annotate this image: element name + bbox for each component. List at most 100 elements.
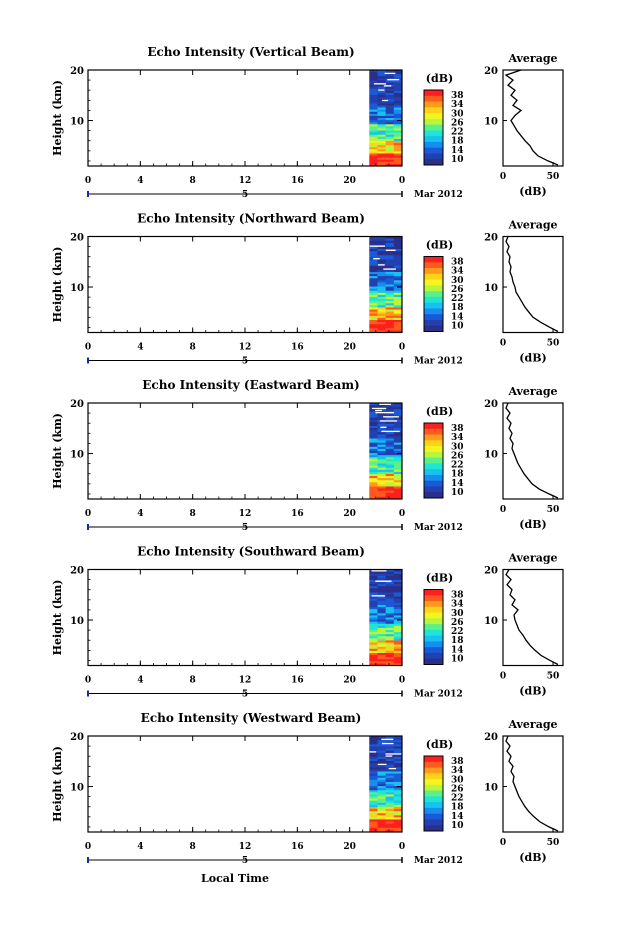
heatmap-cell xyxy=(393,459,403,462)
heatmap-cell xyxy=(385,284,395,288)
heatmap-cell xyxy=(369,459,378,462)
heatmap-cell xyxy=(393,322,403,325)
heatmap-cell xyxy=(385,82,395,86)
colorbar-tick-label: 26 xyxy=(451,618,464,628)
heatmap-cell xyxy=(377,134,387,138)
heatmap-cell xyxy=(377,617,387,621)
heatmap-gap xyxy=(378,264,385,266)
heatmap-cell xyxy=(377,442,387,446)
heatmap-frame xyxy=(87,235,403,334)
heatmap-cell xyxy=(369,280,378,283)
heatmap-gap xyxy=(375,411,395,414)
heatmap-gap xyxy=(378,89,385,91)
heatmap-cell xyxy=(385,286,395,290)
heatmap-cell xyxy=(385,140,395,144)
heatmap-cell xyxy=(393,590,403,593)
heatmap-cell xyxy=(385,819,395,823)
colorbar-tick-label: 38 xyxy=(451,424,464,434)
heatmap-cell xyxy=(369,103,378,106)
heatmap-cell xyxy=(369,796,378,800)
heatmap-cell xyxy=(385,792,395,795)
colorbar-tick-label: 18 xyxy=(451,636,464,646)
heatmap-cell xyxy=(369,592,378,596)
heatmap-cell xyxy=(393,663,403,666)
heatmap-cell xyxy=(369,821,378,825)
average-x-label: (dB) xyxy=(519,685,546,698)
heatmap-cell xyxy=(393,809,403,812)
heatmap-cell xyxy=(369,815,378,818)
heatmap-cell xyxy=(377,307,387,311)
heatmap-cell xyxy=(377,758,387,762)
heatmap-cell xyxy=(377,105,387,109)
heatmap-cell xyxy=(377,238,387,242)
heatmap-cell xyxy=(385,777,395,781)
heatmap-cell xyxy=(369,236,378,240)
heatmap-cell xyxy=(393,301,403,304)
heatmap-cell xyxy=(393,804,403,808)
heatmap-cell xyxy=(385,809,395,812)
heatmap-cell xyxy=(393,627,403,631)
heatmap-cell xyxy=(385,640,395,644)
heatmap-cell xyxy=(377,809,387,812)
heatmap-cell xyxy=(393,571,403,575)
heatmap-cell xyxy=(369,453,378,456)
heatmap-cell xyxy=(385,813,395,816)
heatmap-cell xyxy=(385,588,395,591)
heatmap-cell xyxy=(393,744,403,747)
heatmap-cell xyxy=(377,736,387,739)
colorbar-swatch xyxy=(424,136,443,143)
heatmap-cell xyxy=(393,634,403,637)
heatmap-cell xyxy=(393,607,403,610)
heatmap-cell xyxy=(385,130,395,134)
heatmap-cell xyxy=(393,286,403,290)
heatmap-cell xyxy=(385,784,395,787)
heatmap-cell xyxy=(385,461,395,465)
heatmap-cell xyxy=(385,573,395,577)
heatmap-cell xyxy=(393,486,403,490)
colorbar-tick-label: 30 xyxy=(451,609,464,619)
heatmap-cell xyxy=(369,149,378,152)
average-y-tick-label: 20 xyxy=(484,399,498,410)
heatmap-cell xyxy=(369,109,378,113)
heatmap-cell xyxy=(369,261,378,265)
heatmap-cell xyxy=(393,115,403,119)
heatmap-cell xyxy=(393,103,403,106)
heatmap-cell xyxy=(369,288,378,292)
heatmap-gap xyxy=(387,78,400,81)
heatmap-cell xyxy=(385,638,395,641)
heatmap-cell xyxy=(393,240,403,244)
heatmap-cell xyxy=(385,494,395,498)
average-x-tick-label: 0 xyxy=(500,505,506,515)
heatmap-cell xyxy=(393,276,403,279)
heatmap-cell xyxy=(369,827,378,831)
heatmap-gap xyxy=(381,738,394,741)
heatmap-cell xyxy=(393,143,403,146)
heatmap-cell xyxy=(369,798,378,802)
colorbar-swatch xyxy=(424,618,443,625)
heatmap-cell xyxy=(385,634,395,637)
heatmap-cell xyxy=(369,617,378,621)
heatmap-gap xyxy=(379,403,391,406)
heatmap-cell xyxy=(393,92,403,96)
heatmap-cell xyxy=(369,604,378,608)
heatmap-cell xyxy=(369,455,378,458)
heatmap-cell xyxy=(393,482,403,485)
heatmap-cell xyxy=(385,451,395,454)
heatmap-cell xyxy=(393,161,403,165)
heatmap-cell xyxy=(393,271,403,275)
heatmap-cell xyxy=(385,290,395,294)
y-tick-label: 20 xyxy=(70,233,84,244)
heatmap-cell xyxy=(369,140,378,144)
heatmap-cell xyxy=(385,469,395,473)
colorbar-swatch xyxy=(424,308,443,315)
x-tick-label: 0 xyxy=(85,343,91,353)
heatmap-cell xyxy=(377,72,387,75)
panel-title: Echo Intensity (Vertical Beam) xyxy=(147,45,354,59)
x-axis-label: Local Time xyxy=(201,872,269,885)
colorbar-tick-label: 38 xyxy=(451,258,464,268)
heatmap-cell xyxy=(377,773,387,777)
colorbar-tick-label: 38 xyxy=(451,91,464,101)
heatmap-cell xyxy=(385,800,395,804)
heatmap-cell xyxy=(369,602,378,606)
average-profile-line xyxy=(505,569,559,666)
